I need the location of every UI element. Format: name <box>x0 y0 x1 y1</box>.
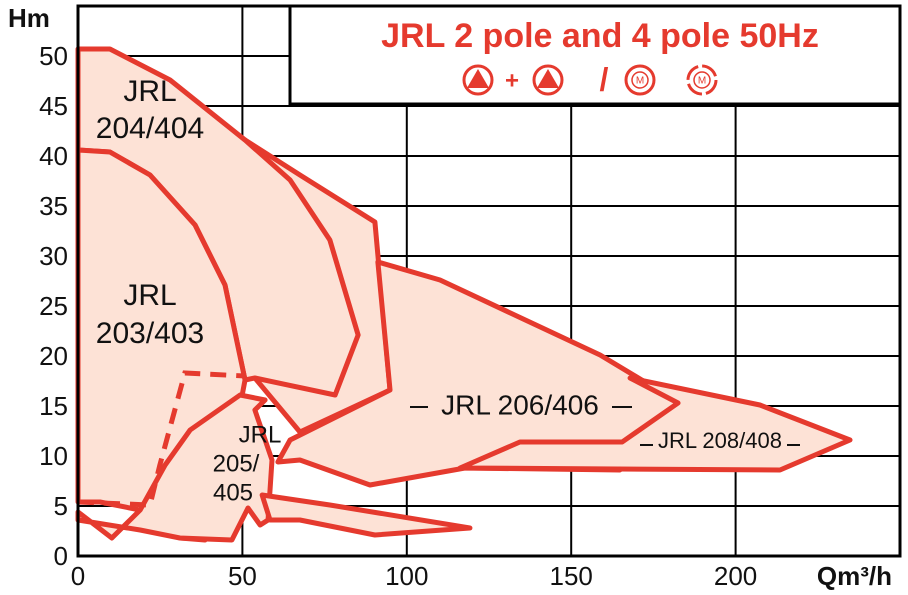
y-tick-label: 30 <box>39 241 68 271</box>
chart-title: JRL 2 pole and 4 pole 50Hz <box>381 17 819 55</box>
region-label: 204/404 <box>96 112 204 145</box>
x-tick-label: 0 <box>71 561 85 591</box>
motor-icon <box>631 71 649 89</box>
y-tick-label: 40 <box>39 141 68 171</box>
region-label: JRL <box>123 75 176 108</box>
y-tick-label: 50 <box>39 41 68 71</box>
region-label: JRL 208/408 <box>658 428 782 453</box>
y-tick-label: 5 <box>54 491 68 521</box>
motor-icon <box>686 64 718 96</box>
x-tick-label: 50 <box>228 561 257 591</box>
title-icons: + / M M <box>462 61 718 97</box>
y-tick-label: 20 <box>39 341 68 371</box>
region <box>259 492 473 538</box>
motor-icon <box>693 71 711 89</box>
y-tick-label: 15 <box>39 391 68 421</box>
region-label: 203/403 <box>96 317 204 350</box>
region-label: JRL 206/406 <box>441 389 599 420</box>
x-tick-label: 200 <box>714 561 757 591</box>
region <box>457 375 853 473</box>
y-tick-label: 0 <box>54 541 68 571</box>
x-axis-label: Qm³/h <box>817 561 892 591</box>
y-tick-label: 45 <box>39 91 68 121</box>
title-box <box>288 4 902 106</box>
region-label: 405 <box>213 479 253 506</box>
y-tick-label: 35 <box>39 191 68 221</box>
regions <box>75 46 853 543</box>
y-tick-label: 10 <box>39 441 68 471</box>
pump-icon <box>532 64 564 96</box>
motor-symbol: M <box>636 76 644 87</box>
y-axis-label: Hm <box>8 3 50 33</box>
x-tick-label: 150 <box>550 561 593 591</box>
x-tick-label: 100 <box>385 561 428 591</box>
motor-icon <box>624 64 656 96</box>
plus-symbol: + <box>505 67 519 94</box>
region-label: 205/ <box>213 450 260 477</box>
y-tick-label: 25 <box>39 291 68 321</box>
region-label: JRL <box>239 421 282 448</box>
region-label: JRL <box>123 279 176 312</box>
pump-icon <box>467 69 489 88</box>
pump-icon <box>462 64 494 96</box>
region <box>275 259 683 488</box>
dashed-boundary <box>77 370 246 508</box>
motor-symbol: M <box>698 76 706 87</box>
region <box>75 392 275 543</box>
pump-icon <box>537 69 559 88</box>
slash-symbol: / <box>600 61 609 97</box>
